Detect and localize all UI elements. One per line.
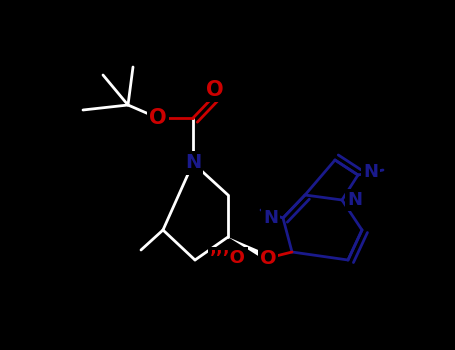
Text: N: N: [263, 209, 278, 227]
Text: ’’’O: ’’’O: [210, 249, 246, 267]
Text: O: O: [206, 80, 224, 100]
Text: N: N: [347, 191, 362, 209]
Text: N: N: [363, 163, 378, 181]
Text: O: O: [260, 248, 276, 267]
Text: N: N: [185, 154, 201, 173]
Text: O: O: [149, 108, 167, 128]
Polygon shape: [228, 237, 270, 261]
